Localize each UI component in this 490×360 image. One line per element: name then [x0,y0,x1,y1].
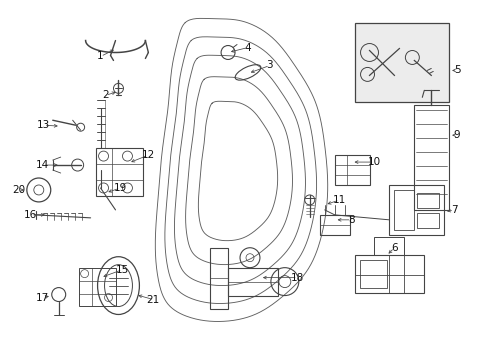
Text: 9: 9 [454,130,461,140]
Text: 15: 15 [116,265,129,275]
Bar [417,193,439,208]
Text: 2: 2 [102,90,109,100]
Bar [355,255,424,293]
Text: 17: 17 [36,293,49,302]
Bar [390,185,444,235]
Text: 11: 11 [333,195,346,205]
Text: 6: 6 [391,243,398,253]
Bar [78,268,117,306]
Bar [319,215,349,235]
Text: 18: 18 [291,273,304,283]
Text: 16: 16 [24,210,37,220]
Bar [415,105,449,210]
Bar [417,213,439,228]
Text: 12: 12 [142,150,155,160]
Bar [394,190,415,230]
Text: 3: 3 [267,60,273,71]
Text: 10: 10 [368,157,381,167]
Bar [210,248,228,310]
Bar [335,155,369,185]
Text: 13: 13 [37,120,50,130]
Bar [360,260,388,288]
Text: 7: 7 [451,205,458,215]
Text: 5: 5 [454,66,461,76]
Text: 20: 20 [12,185,25,195]
Bar [228,268,278,296]
Text: 14: 14 [36,160,49,170]
Text: 19: 19 [114,183,127,193]
Bar [355,23,449,102]
Text: 1: 1 [97,51,104,62]
Bar [96,148,144,196]
Text: 21: 21 [147,294,160,305]
Bar [374,237,404,255]
Text: 8: 8 [348,215,355,225]
Text: 4: 4 [245,42,251,53]
